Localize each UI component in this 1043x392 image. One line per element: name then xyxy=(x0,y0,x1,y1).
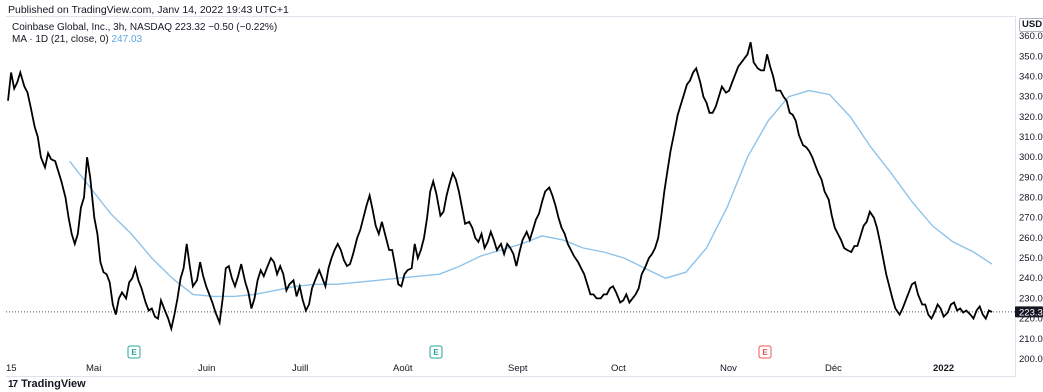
price-axis[interactable] xyxy=(1015,16,1043,377)
svg-text:E: E xyxy=(433,348,439,357)
y-tick-label: 270.00 xyxy=(1019,213,1043,224)
x-tick-label: Déc xyxy=(825,363,842,374)
x-tick-label: Mai xyxy=(86,363,101,374)
y-tick-label: 350.00 xyxy=(1019,51,1043,62)
x-tick-label: Août xyxy=(393,363,413,374)
x-tick-label: Juill xyxy=(292,363,308,374)
y-tick-label: 360.00 xyxy=(1019,31,1043,42)
currency-badge[interactable]: USD xyxy=(1019,18,1043,32)
x-axis-ticks: 15 Mai Juin Juill Août Sept Oct Nov Déc 2022 xyxy=(6,363,954,374)
y-tick-label: 200.00 xyxy=(1019,354,1043,365)
earnings-marker[interactable]: E xyxy=(127,345,141,359)
tradingview-footer[interactable]: 17 TradingView xyxy=(8,378,86,390)
x-tick-label: 15 xyxy=(6,363,17,374)
tradingview-brand: TradingView xyxy=(21,378,86,390)
x-tick-label: Oct xyxy=(611,363,626,374)
x-tick-label: Juin xyxy=(198,363,215,374)
y-tick-label: 340.00 xyxy=(1019,71,1043,82)
last-price-label: 223.32 xyxy=(1019,307,1043,318)
y-tick-label: 240.00 xyxy=(1019,273,1043,284)
ma-line xyxy=(69,89,993,298)
ma-legend-row: MA · 1D (21, close, 0) 247.03 xyxy=(12,34,277,46)
y-tick-label: 330.00 xyxy=(1019,92,1043,103)
y-axis-ticks: 200.00 210.00 220.00 230.00 240.00 250.00 260.… xyxy=(1019,31,1043,365)
x-tick-label: 2022 xyxy=(933,363,954,374)
svg-text:E: E xyxy=(131,348,137,357)
ma-label: MA · 1D (21, close, 0) xyxy=(12,34,109,45)
chart-frame[interactable] xyxy=(6,16,1015,377)
y-tick-label: 210.00 xyxy=(1019,334,1043,345)
earnings-marker[interactable]: E xyxy=(758,345,772,359)
y-tick-label: 260.00 xyxy=(1019,233,1043,244)
tradingview-logo-icon: 17 xyxy=(8,378,18,390)
y-tick-label: 320.00 xyxy=(1019,112,1043,123)
ma-value: 247.03 xyxy=(111,34,143,45)
published-caption: Published on TradingView.com, Janv 14, 2… xyxy=(8,4,289,16)
y-tick-label: 250.00 xyxy=(1019,253,1043,264)
y-tick-label: 230.00 xyxy=(1019,293,1043,304)
price-line xyxy=(7,41,993,333)
x-tick-label: Nov xyxy=(720,363,737,374)
symbol-line: Coinbase Global, Inc., 3h, NASDAQ 223.32… xyxy=(12,22,278,33)
y-tick-label: 220.00 xyxy=(1019,314,1043,325)
earnings-marker[interactable]: E xyxy=(429,345,443,359)
x-tick-label: Sept xyxy=(508,363,528,374)
y-tick-label: 310.00 xyxy=(1019,132,1043,143)
last-price-tag: 223.32 xyxy=(1015,306,1043,318)
y-tick-label: 280.00 xyxy=(1019,193,1043,204)
svg-text:E: E xyxy=(762,348,768,357)
y-tick-label: 290.00 xyxy=(1019,172,1043,183)
chart-legend: Coinbase Global, Inc., 3h, NASDAQ 223.32… xyxy=(12,22,277,46)
y-tick-label: 300.00 xyxy=(1019,152,1043,163)
